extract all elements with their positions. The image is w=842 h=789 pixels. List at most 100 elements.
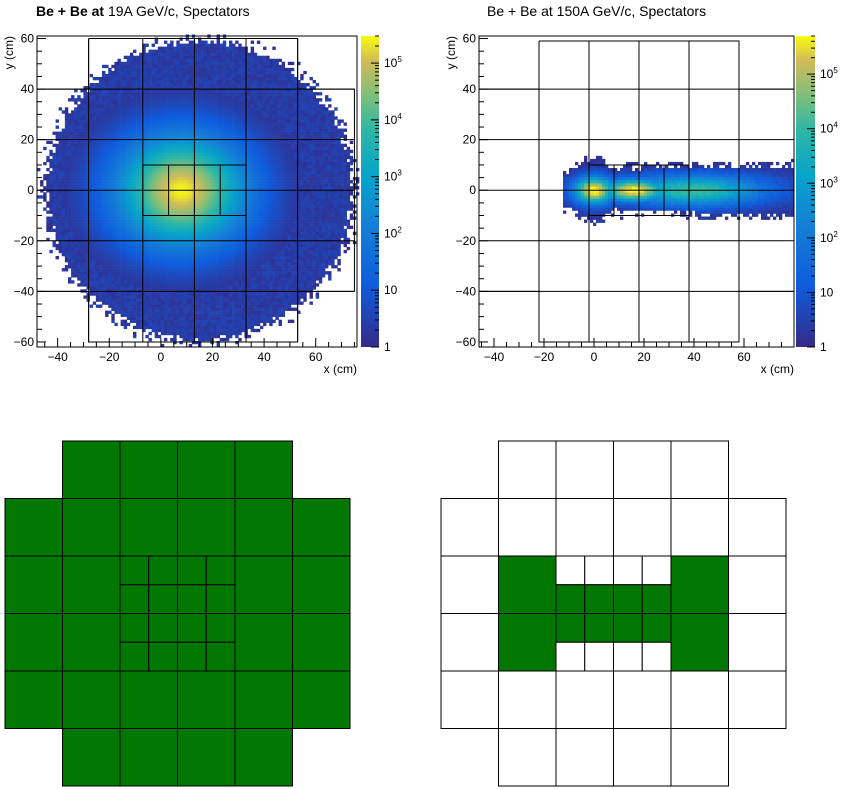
- heatmap-cell: [67, 201, 72, 205]
- heatmap-cell: [120, 183, 125, 187]
- heatmap-cell: [67, 259, 72, 263]
- heatmap-cell: [61, 225, 66, 229]
- heatmap-cell: [145, 198, 149, 202]
- heatmap-cell: [117, 283, 121, 287]
- heatmap-cell: [126, 55, 131, 60]
- heatmap-cell: [77, 177, 81, 181]
- heatmap-cell: [160, 110, 165, 114]
- heatmap-cell: [136, 146, 140, 151]
- heatmap-cell: [74, 231, 78, 236]
- heatmap-cell: [142, 298, 146, 302]
- heatmap-cell: [77, 210, 81, 214]
- heatmap-cell: [83, 225, 87, 229]
- heatmap-cell: [77, 259, 81, 263]
- heatmap-cell: [145, 192, 149, 196]
- heatmap-cell: [126, 246, 131, 251]
- heatmap-cell: [191, 113, 196, 117]
- heatmap-cell: [216, 180, 221, 184]
- heatmap-cell: [213, 228, 217, 232]
- heatmap-cell: [167, 73, 171, 78]
- heatmap-cell: [163, 325, 168, 330]
- heatmap-cell: [74, 161, 78, 166]
- heatmap-cell: [129, 140, 134, 145]
- heatmap-cell: [222, 107, 227, 111]
- heatmap-cell: [225, 316, 230, 320]
- heatmap-cell: [167, 146, 171, 151]
- heatmap-cell: [142, 249, 146, 254]
- heatmap-cell: [83, 231, 87, 236]
- heatmap-cell: [126, 201, 131, 205]
- heatmap-cell: [176, 134, 180, 138]
- heatmap-cell: [213, 98, 217, 102]
- heatmap-cell: [188, 301, 193, 305]
- heatmap-cell: [222, 110, 227, 114]
- heatmap-cell: [46, 155, 50, 160]
- heatmap-cell: [148, 237, 152, 242]
- heatmap-cell: [95, 183, 100, 187]
- heatmap-cell: [136, 164, 140, 169]
- heatmap-cell: [102, 183, 106, 187]
- heatmap-cell: [129, 292, 134, 296]
- heatmap-cell: [133, 113, 137, 117]
- heatmap-cell: [194, 231, 199, 236]
- heatmap-cell: [163, 228, 168, 232]
- heatmap-cell: [123, 237, 128, 242]
- heatmap-cell: [198, 104, 202, 108]
- heatmap-cell: [108, 231, 112, 236]
- heatmap-cell: [126, 83, 131, 87]
- heatmap-cell: [170, 204, 174, 208]
- heatmap-cell: [133, 177, 137, 181]
- heatmap-cell: [92, 198, 97, 202]
- heatmap-cell: [213, 113, 217, 117]
- heatmap-cell: [163, 195, 168, 199]
- heatmap-cell: [136, 155, 140, 160]
- heatmap-cell: [111, 143, 115, 148]
- heatmap-cell: [194, 46, 199, 50]
- heatmap-cell: [95, 83, 100, 87]
- heatmap-cell: [194, 246, 199, 251]
- heatmap-cell: [232, 259, 236, 263]
- heatmap-cell: [173, 322, 177, 327]
- heatmap-cell: [139, 177, 143, 181]
- heatmap-cell: [145, 243, 149, 248]
- heatmap-cell: [170, 280, 174, 284]
- heatmap-cell: [167, 271, 171, 275]
- heatmap-cell: [136, 268, 140, 272]
- heatmap-cell: [170, 252, 174, 257]
- heatmap-cell: [204, 274, 208, 278]
- heatmap-cell: [222, 265, 227, 269]
- heatmap-cell: [123, 307, 128, 311]
- heatmap-cell: [170, 310, 174, 314]
- heatmap-cell: [191, 222, 196, 226]
- heatmap-cell: [167, 61, 171, 66]
- heatmap-cell: [194, 110, 199, 114]
- heatmap-cell: [105, 174, 109, 178]
- heatmap-cell: [126, 76, 131, 81]
- heatmap-cell: [232, 271, 236, 275]
- heatmap-cell: [139, 286, 143, 290]
- heatmap-cell: [191, 274, 196, 278]
- heatmap-cell: [179, 286, 183, 290]
- heatmap-cell: [58, 164, 63, 169]
- heatmap-cell: [232, 228, 236, 232]
- heatmap-cell: [173, 107, 177, 111]
- heatmap-cell: [157, 67, 162, 72]
- heatmap-cell: [95, 107, 100, 111]
- heatmap-cell: [179, 225, 183, 229]
- heatmap-cell: [210, 274, 214, 278]
- heatmap-cell: [219, 237, 224, 242]
- heatmap-cell: [129, 228, 134, 232]
- heatmap-cell: [188, 49, 193, 53]
- heatmap-cell: [194, 86, 199, 90]
- heatmap-cell: [216, 131, 221, 135]
- heatmap-cell: [222, 164, 227, 169]
- heatmap-cell: [123, 192, 128, 196]
- heatmap-cell: [198, 225, 202, 229]
- heatmap-cell: [204, 116, 208, 120]
- heatmap-cell: [194, 322, 199, 327]
- heatmap-cell: [151, 80, 155, 84]
- heatmap-cell: [108, 131, 112, 135]
- heatmap-cell: [191, 240, 196, 245]
- heatmap-cell: [198, 331, 202, 336]
- heatmap-cell: [92, 186, 97, 190]
